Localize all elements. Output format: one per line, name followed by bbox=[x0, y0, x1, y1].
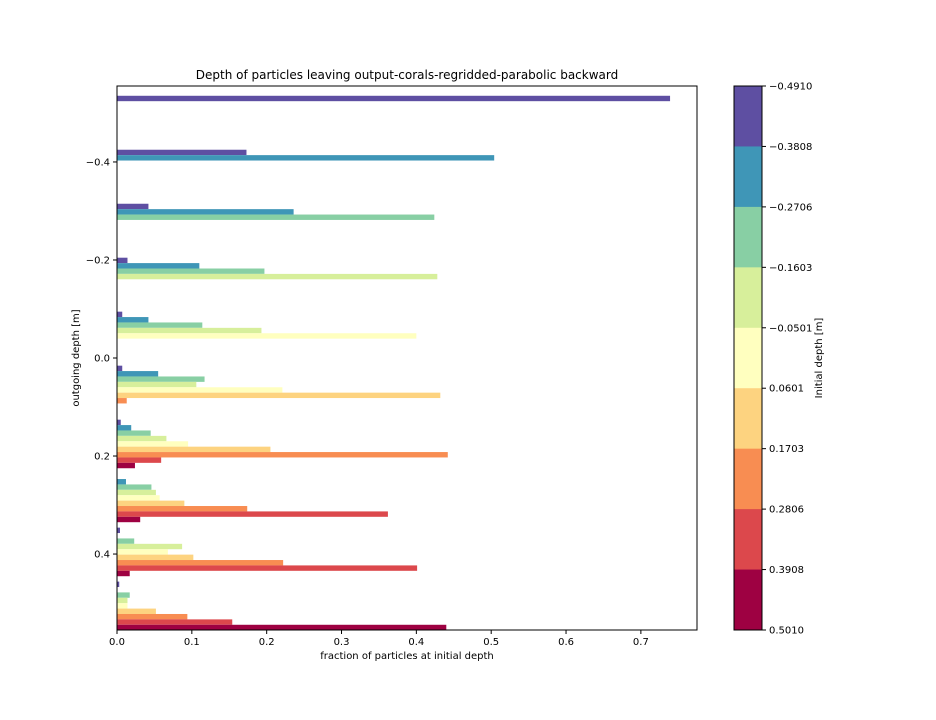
bar-bin8-series0 bbox=[117, 527, 120, 534]
bar-bin5-series1 bbox=[117, 371, 159, 377]
bar-bin4-series3 bbox=[117, 327, 262, 334]
x-tick-label: 0.1 bbox=[184, 637, 200, 648]
bar-bin9-series7 bbox=[117, 619, 233, 625]
y-tick-label: 0.0 bbox=[94, 354, 110, 365]
bar-bin7-series4 bbox=[117, 495, 160, 501]
colorbar-tick-label: −0.3808 bbox=[769, 142, 812, 153]
bar-bin4-series0 bbox=[117, 311, 123, 318]
colorbar-segment-8 bbox=[734, 569, 762, 631]
colorbar-segment-6 bbox=[734, 448, 762, 510]
x-tick-label: 0.7 bbox=[633, 637, 649, 648]
bar-bin5-series2 bbox=[117, 376, 205, 382]
colorbar-frame bbox=[733, 85, 763, 631]
bar-bin6-series2 bbox=[117, 430, 151, 436]
bar-bin1-series1 bbox=[117, 155, 495, 161]
bar-bin6-series8 bbox=[117, 462, 135, 469]
x-tick-label: 0.3 bbox=[334, 637, 350, 648]
colorbar-segment-2 bbox=[734, 206, 762, 268]
bar-bin9-series3 bbox=[117, 597, 128, 604]
bar-bin8-series7 bbox=[117, 565, 418, 571]
chart-title: Depth of particles leaving output-corals… bbox=[196, 68, 619, 82]
bar-bin8-series8 bbox=[117, 570, 130, 577]
bar-bin8-series2 bbox=[117, 538, 135, 544]
colorbar-ticks: −0.4910 −0.3808 −0.2706 −0.1603 −0.0501 0.060… bbox=[762, 82, 812, 637]
bar-bin4-series1 bbox=[117, 317, 149, 323]
plot-area-frame bbox=[116, 85, 698, 631]
bar-bin3-series0 bbox=[117, 257, 128, 264]
bar-bin2-series2 bbox=[117, 214, 435, 220]
colorbar-segment-0 bbox=[734, 86, 762, 147]
x-tick-label: 0.4 bbox=[408, 637, 424, 648]
colorbar-tick-label: 0.5010 bbox=[769, 626, 804, 637]
y-axis-label: outgoing depth [m] bbox=[71, 309, 82, 406]
bar-bin2-series1 bbox=[117, 209, 294, 215]
x-tick-label: 0.6 bbox=[558, 637, 574, 648]
bar-bin8-series3 bbox=[117, 543, 183, 550]
bar-bin6-series7 bbox=[117, 457, 162, 463]
bar-bin5-series0 bbox=[117, 365, 123, 372]
bar-bin9-series0 bbox=[117, 581, 120, 588]
bar-bin5-series5 bbox=[117, 392, 441, 399]
colorbar-tick-label: −0.4910 bbox=[769, 82, 812, 93]
bar-bin3-series1 bbox=[117, 263, 200, 269]
bar-bin9-series8 bbox=[117, 624, 447, 631]
bar-bin0-series0 bbox=[117, 95, 671, 102]
colorbar-tick-label: −0.1603 bbox=[769, 263, 812, 274]
colorbar-tick-label: 0.0601 bbox=[769, 384, 804, 395]
colorbar-tick-label: −0.2706 bbox=[769, 202, 812, 213]
bar-bin6-series0 bbox=[117, 419, 121, 426]
x-tick-label: 0.5 bbox=[483, 637, 499, 648]
colorbar-segment-5 bbox=[734, 388, 762, 450]
colorbar bbox=[734, 86, 762, 631]
bar-bin5-series4 bbox=[117, 387, 283, 393]
colorbar-segment-1 bbox=[734, 146, 762, 208]
bar-bin7-series3 bbox=[117, 489, 156, 496]
bar-bin9-series4 bbox=[117, 603, 128, 609]
colorbar-tick-label: 0.1703 bbox=[769, 444, 804, 455]
y-tick-label: 0.4 bbox=[94, 550, 110, 561]
bar-bin8-series6 bbox=[117, 560, 284, 566]
bar-bin6-series6 bbox=[117, 452, 448, 458]
bar-bin7-series8 bbox=[117, 516, 141, 523]
colorbar-label: Initial depth [m] bbox=[814, 318, 825, 399]
colorbar-segment-3 bbox=[734, 267, 762, 329]
bar-bin4-series2 bbox=[117, 322, 203, 328]
colorbar-tick-label: 0.3908 bbox=[769, 565, 804, 576]
bar-bin8-series5 bbox=[117, 554, 194, 561]
bar-bin7-series6 bbox=[117, 506, 248, 512]
y-axis-ticks: −0.4 −0.2 0.0 0.2 0.4 bbox=[86, 157, 117, 561]
bar-bin6-series5 bbox=[117, 446, 271, 453]
bar-bin9-series5 bbox=[117, 608, 156, 614]
colorbar-tick-label: 0.2806 bbox=[769, 505, 804, 516]
x-tick-label: 0.0 bbox=[109, 637, 125, 648]
bar-bin9-series2 bbox=[117, 592, 130, 598]
x-axis-label: fraction of particles at initial depth bbox=[320, 651, 494, 662]
x-axis-ticks: 0.0 0.1 0.2 0.3 0.4 0.5 0.6 0.7 bbox=[109, 630, 649, 648]
bar-bin7-series2 bbox=[117, 484, 152, 490]
y-tick-label: −0.2 bbox=[86, 255, 110, 266]
bar-bin6-series4 bbox=[117, 441, 189, 447]
x-tick-label: 0.2 bbox=[259, 637, 275, 648]
bar-bin1-series0 bbox=[117, 149, 247, 156]
bar-bin7-series1 bbox=[117, 479, 126, 485]
bar-bin3-series3 bbox=[117, 273, 438, 280]
bar-bin7-series5 bbox=[117, 500, 185, 507]
bar-bin2-series0 bbox=[117, 203, 149, 210]
bar-bin6-series3 bbox=[117, 435, 167, 442]
colorbar-tick-label: −0.0501 bbox=[769, 323, 812, 334]
bar-bin6-series1 bbox=[117, 425, 132, 431]
bar-bin4-series4 bbox=[117, 333, 417, 339]
bar-bin5-series3 bbox=[117, 381, 197, 388]
colorbar-segment-4 bbox=[734, 327, 762, 389]
bars-layer bbox=[117, 95, 671, 631]
colorbar-segment-7 bbox=[734, 509, 762, 571]
bar-bin5-series6 bbox=[117, 398, 127, 404]
bar-bin3-series2 bbox=[117, 268, 265, 274]
y-tick-label: −0.4 bbox=[86, 157, 110, 168]
bar-bin9-series6 bbox=[117, 613, 188, 620]
bar-bin7-series7 bbox=[117, 511, 388, 517]
y-tick-label: 0.2 bbox=[94, 452, 110, 463]
bar-bin8-series4 bbox=[117, 549, 168, 555]
